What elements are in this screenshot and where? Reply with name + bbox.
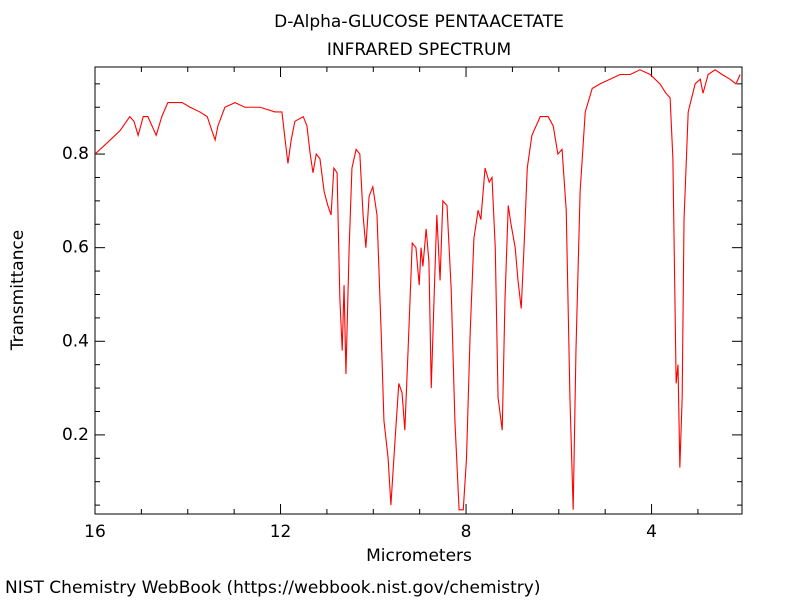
x-tick-label: 4 <box>646 522 657 542</box>
y-tick-label: 0.8 <box>62 144 89 164</box>
x-axis-label: Micrometers <box>366 546 472 566</box>
x-tick-label: 12 <box>270 522 292 542</box>
x-tick-label: 16 <box>84 522 106 542</box>
y-axis-label: Transmittance <box>8 230 28 352</box>
y-tick-label: 0.4 <box>62 331 89 351</box>
plot-frame <box>94 66 743 515</box>
spectrum-line <box>95 69 741 511</box>
x-tick-label: 8 <box>461 522 472 542</box>
chart-subtitle: INFRARED SPECTRUM <box>327 40 511 60</box>
y-tick-label: 0.6 <box>62 238 89 258</box>
chart-title: D-Alpha-GLUCOSE PENTAACETATE <box>274 12 564 32</box>
y-tick-label: 0.2 <box>62 425 89 445</box>
source-note: NIST Chemistry WebBook (https://webbook.… <box>5 578 540 598</box>
